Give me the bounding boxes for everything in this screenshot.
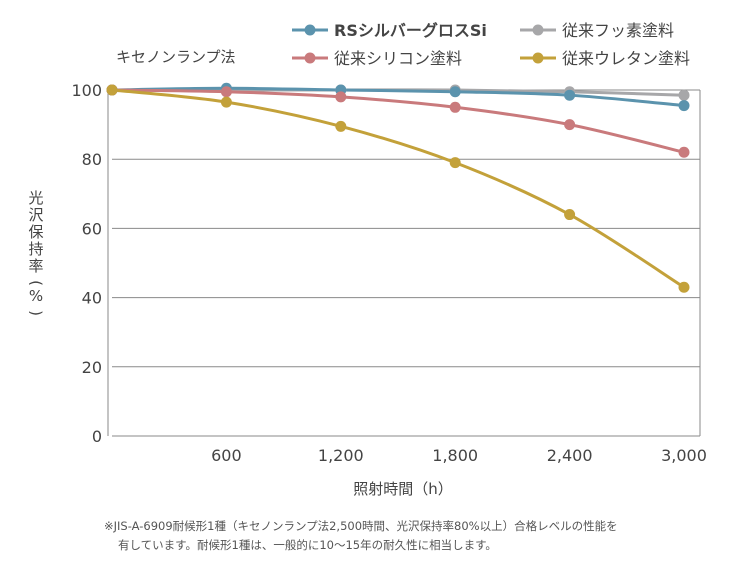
chart-axes <box>107 90 701 436</box>
y-axis-label-char: 光 <box>28 189 43 207</box>
y-axis-ticks: 0 20 40 60 80 100 <box>71 81 102 446</box>
x-tick-label: 3,000 <box>661 446 707 465</box>
y-axis-label-char: 率 <box>28 257 43 275</box>
data-point-series-1 <box>678 89 690 101</box>
series-line-2 <box>111 88 685 154</box>
y-tick-label: 100 <box>71 81 102 100</box>
y-tick-label: 60 <box>82 219 102 238</box>
y-tick-label: 20 <box>82 358 102 377</box>
y-axis-label-char: ) <box>27 310 45 316</box>
legend-label-1: 従来フッ素塗料 <box>562 21 674 40</box>
series-line-0 <box>111 86 685 108</box>
data-point-series-3 <box>106 84 118 96</box>
x-tick-label: 2,400 <box>547 446 593 465</box>
legend-label-2: 従来シリコン塗料 <box>334 49 462 68</box>
y-axis-label-char: 保 <box>28 223 43 241</box>
x-tick-label: 1,200 <box>318 446 364 465</box>
x-axis-ticks: 600 1,200 1,800 2,400 3,000 <box>211 446 707 465</box>
legend-marker-3 <box>532 52 544 64</box>
y-tick-label: 40 <box>82 289 102 308</box>
data-point-series-2 <box>335 91 347 103</box>
x-axis-label: 照射時間（h） <box>353 480 453 498</box>
series-line-3 <box>111 88 685 289</box>
data-point-series-0 <box>678 100 690 112</box>
y-axis-label-char: ( <box>27 280 45 286</box>
footnote-line-2: 有しています。耐候形1種は、一般的に10〜15年の耐久性に相当します。 <box>118 538 497 552</box>
legend-label-0: RSシルバーグロスSi <box>334 21 487 40</box>
data-point-series-2 <box>678 146 690 158</box>
legend-marker-1 <box>532 24 544 36</box>
data-point-series-2 <box>220 86 232 98</box>
legend-label-3: 従来ウレタン塗料 <box>562 49 690 68</box>
method-label: キセノンランプ法 <box>116 48 236 66</box>
data-point-series-0 <box>564 89 576 101</box>
legend-marker-0 <box>304 24 316 36</box>
x-tick-label: 600 <box>211 446 242 465</box>
y-axis-label-char: 沢 <box>28 206 43 224</box>
chart-series <box>106 82 690 293</box>
y-axis-label-char: % <box>29 287 43 305</box>
data-point-series-0 <box>449 86 461 98</box>
data-point-series-3 <box>335 120 347 132</box>
y-tick-label: 0 <box>92 427 102 446</box>
legend-marker-2 <box>304 52 316 64</box>
grid-lines <box>112 89 700 437</box>
data-point-series-3 <box>678 281 690 293</box>
x-tick-label: 1,800 <box>432 446 478 465</box>
y-tick-label: 80 <box>82 150 102 169</box>
footnote-line-1: ※JIS-A-6909耐候形1種（キセノンランプ法2,500時間、光沢保持率80… <box>104 519 618 533</box>
data-point-series-2 <box>564 119 576 131</box>
y-axis-label-char: 持 <box>28 240 43 258</box>
data-point-series-3 <box>564 209 576 221</box>
data-point-series-3 <box>220 96 232 108</box>
data-point-series-2 <box>449 101 461 113</box>
data-point-series-3 <box>449 157 461 169</box>
y-axis-label-group: 光沢保持率 (%) <box>27 189 45 316</box>
